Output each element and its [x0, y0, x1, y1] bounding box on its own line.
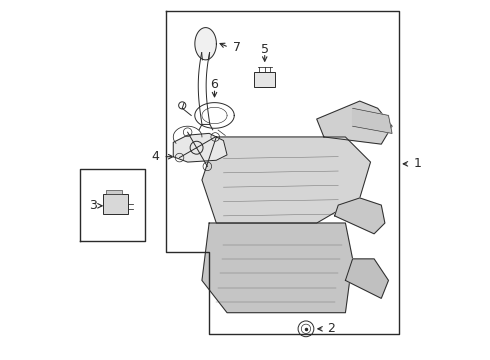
Text: 2: 2 [327, 322, 335, 335]
Polygon shape [202, 223, 353, 313]
Polygon shape [335, 198, 385, 234]
Text: 1: 1 [414, 157, 421, 170]
Bar [106, 190, 122, 194]
Polygon shape [195, 28, 217, 60]
Text: 7: 7 [233, 41, 241, 54]
Polygon shape [173, 134, 227, 162]
Text: 4: 4 [152, 150, 160, 163]
Polygon shape [345, 259, 389, 298]
Bar [103, 194, 128, 214]
Polygon shape [353, 108, 392, 134]
Text: 3: 3 [89, 199, 97, 212]
Polygon shape [317, 101, 392, 144]
Polygon shape [202, 137, 370, 223]
Text: 5: 5 [261, 42, 269, 55]
Text: 6: 6 [211, 78, 219, 91]
Bar [254, 72, 275, 87]
